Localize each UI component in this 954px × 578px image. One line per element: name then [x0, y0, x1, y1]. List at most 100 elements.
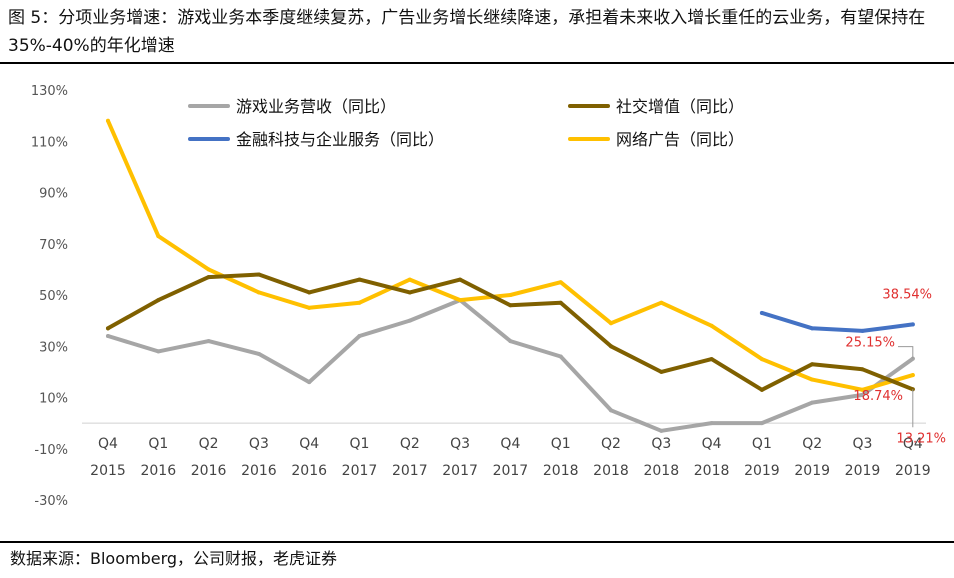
data-point — [609, 321, 613, 326]
x-tick-quarter: Q1 — [148, 436, 168, 452]
top-rule — [0, 62, 954, 64]
data-point — [508, 303, 513, 308]
x-tick-quarter: Q3 — [249, 436, 269, 452]
x-tick-quarter: Q1 — [350, 436, 370, 452]
data-point — [910, 322, 915, 327]
x-tick-year: 2017 — [493, 463, 529, 479]
data-point — [709, 357, 714, 362]
data-point — [307, 290, 312, 295]
x-tick-quarter: Q3 — [651, 436, 671, 452]
data-point — [307, 305, 312, 310]
x-tick-year: 2019 — [744, 463, 780, 479]
x-tick-year: 2019 — [895, 463, 931, 479]
data-point — [709, 421, 714, 426]
x-tick-quarter: Q4 — [98, 436, 118, 452]
data-point — [256, 351, 261, 356]
legend-label: 游戏业务营收（同比） — [236, 97, 396, 116]
data-point — [810, 326, 815, 331]
series-layer — [106, 118, 915, 433]
data-point — [156, 298, 161, 303]
x-tick-quarter: Q4 — [903, 436, 923, 452]
legend: 游戏业务营收（同比） 社交增值（同比） 金融科技与企业服务（同比） 网络广告（同比） — [188, 97, 744, 149]
x-tick-year: 2019 — [794, 463, 830, 479]
y-tick-label: 130% — [31, 84, 68, 99]
bottom-rule — [0, 541, 954, 543]
x-tick-year: 2016 — [291, 463, 327, 479]
data-point — [206, 339, 211, 344]
data-point — [759, 421, 764, 426]
data-point — [357, 277, 362, 282]
data-point — [407, 318, 412, 323]
data-point — [106, 326, 110, 331]
x-tick-year: 2017 — [342, 463, 378, 479]
data-point — [759, 387, 764, 392]
legend-label: 金融科技与企业服务（同比） — [236, 130, 444, 149]
x-tick-quarter: Q2 — [601, 436, 621, 452]
x-tick-quarter: Q3 — [450, 436, 470, 452]
line-chart: -30% -10% 10% 30% 50% 70% 90% 110% 130% Q4 2015 Q1… — [31, 84, 946, 509]
legend-label: 社交增值（同比） — [616, 97, 744, 116]
annotations: 38.54% 25.15% 18.74% 13.21% — [845, 287, 946, 446]
legend-label: 网络广告（同比） — [616, 130, 744, 149]
x-tick-year: 2017 — [392, 463, 428, 479]
x-tick-quarter: Q4 — [500, 436, 520, 452]
data-point — [810, 400, 815, 405]
x-tick-quarter: Q4 — [702, 436, 722, 452]
x-tick-quarter: Q4 — [299, 436, 319, 452]
x-tick-year: 2018 — [643, 463, 679, 479]
annotation-leader — [898, 346, 914, 359]
y-tick-label: -30% — [34, 494, 68, 509]
x-tick-year: 2016 — [140, 463, 176, 479]
data-point — [558, 300, 563, 305]
series-line — [106, 272, 915, 392]
data-point — [357, 334, 362, 338]
series-line — [759, 310, 915, 333]
data-point — [407, 277, 412, 282]
data-point — [156, 234, 161, 239]
data-point — [860, 387, 865, 392]
data-point — [860, 367, 865, 372]
series-line — [106, 118, 915, 392]
x-tick-year: 2018 — [694, 463, 730, 479]
data-point — [407, 290, 412, 295]
x-tick-year: 2019 — [845, 463, 881, 479]
data-point — [810, 377, 815, 382]
data-point — [910, 373, 915, 378]
x-tick-year: 2017 — [442, 463, 478, 479]
x-tick-quarter: Q1 — [752, 436, 772, 452]
y-tick-label: 30% — [39, 340, 68, 355]
x-tick-year: 2018 — [593, 463, 629, 479]
data-point — [256, 272, 261, 277]
x-tick-quarter: Q2 — [400, 436, 420, 452]
data-point — [659, 428, 664, 433]
y-tick-label: 90% — [39, 187, 68, 202]
value-annotation: 25.15% — [845, 336, 895, 351]
series-line — [106, 298, 915, 433]
data-point — [810, 362, 815, 367]
x-tick-quarter: Q2 — [802, 436, 822, 452]
data-point — [709, 323, 714, 328]
data-point — [357, 300, 362, 305]
data-point — [659, 369, 664, 374]
data-point — [106, 118, 110, 123]
data-point — [458, 298, 463, 303]
x-tick-quarter: Q3 — [853, 436, 873, 452]
y-tick-label: -10% — [34, 443, 68, 458]
y-tick-label: 50% — [39, 289, 68, 304]
data-point — [558, 280, 563, 285]
value-annotation: 38.54% — [882, 287, 932, 302]
value-annotation: 18.74% — [853, 389, 903, 404]
figure-source: 数据来源：Bloomberg，公司财报，老虎证券 — [10, 549, 338, 568]
data-point — [558, 354, 563, 359]
data-point — [759, 357, 764, 362]
data-point — [860, 328, 865, 333]
x-tick-year: 2016 — [191, 463, 227, 479]
data-point — [156, 349, 161, 354]
x-tick-quarter: Q1 — [551, 436, 571, 452]
data-point — [759, 310, 764, 315]
x-tick-year: 2015 — [90, 463, 126, 479]
value-annotation: 13.21% — [896, 431, 946, 446]
y-axis: -30% -10% 10% 30% 50% 70% 90% 110% 130% — [31, 84, 68, 509]
data-point — [860, 392, 865, 397]
x-axis: Q4 2015 Q1 2016 Q2 2016 Q3 2016 Q4 2016 Q1 2017 Q2 20… — [90, 436, 930, 479]
